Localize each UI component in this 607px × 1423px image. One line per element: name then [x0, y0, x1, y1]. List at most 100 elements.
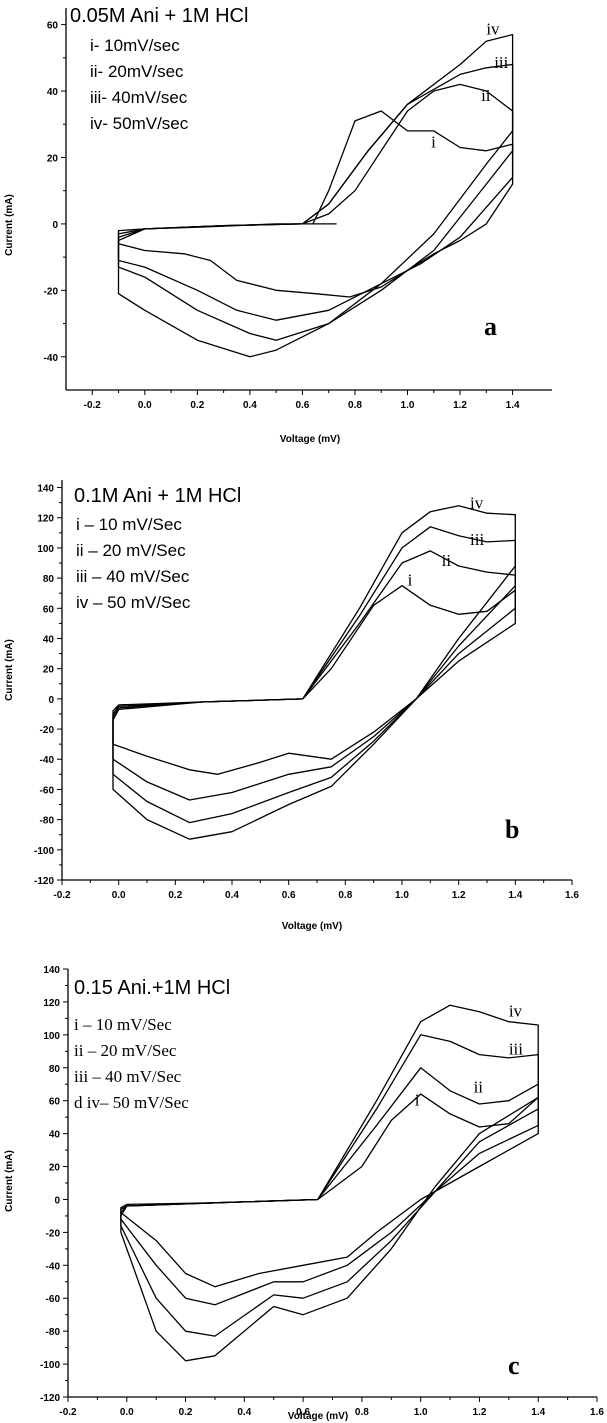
- x-tick-label: 0.6: [295, 400, 309, 411]
- curve-label-iii: iii: [470, 530, 484, 549]
- y-tick-label: -100: [40, 1360, 60, 1371]
- x-axis-title: Voltage (mV): [280, 434, 340, 445]
- curve-label-iii: iii: [494, 53, 508, 72]
- series-ii-curve: [112, 550, 516, 801]
- y-tick-label: 40: [43, 634, 55, 645]
- y-tick-label: -80: [40, 816, 55, 827]
- y-tick-label: 100: [43, 1031, 60, 1042]
- chart-panel-c: 0.15 Ani.+1M HCl i – 10 mV/Sec ii – 20 m…: [0, 943, 607, 1423]
- y-tick-label: 60: [47, 21, 59, 32]
- curve-label-iv: iv: [470, 494, 484, 513]
- x-tick-label: 0.8: [355, 1407, 369, 1418]
- y-tick-label: -80: [46, 1327, 61, 1338]
- y-tick-label: -40: [44, 353, 59, 364]
- x-tick-label: 0.2: [190, 400, 204, 411]
- x-tick-label: -0.2: [59, 1407, 77, 1418]
- curve-label-ii: ii: [481, 86, 491, 105]
- x-tick-label: 0.4: [237, 1407, 251, 1418]
- chart-c-svg: 0.15 Ani.+1M HCl i – 10 mV/Sec ii – 20 m…: [4, 965, 604, 1422]
- x-tick-label: 1.4: [506, 400, 520, 411]
- y-tick-label: -40: [46, 1261, 61, 1272]
- x-axis-title: Voltage (mV): [288, 1411, 348, 1422]
- x-tick-label: 0.8: [338, 890, 352, 901]
- legend-item-iv: iv – 50 mV/Sec: [76, 593, 191, 612]
- y-tick-label: 40: [49, 1130, 61, 1141]
- x-tick-label: -0.2: [53, 890, 71, 901]
- x-tick-label: 0.6: [282, 890, 296, 901]
- legend-item-i: i – 10 mV/Sec: [76, 515, 182, 534]
- legend-item-iii: iii- 40mV/sec: [90, 88, 188, 107]
- y-tick-label: 40: [47, 87, 59, 98]
- legend-title: 0.05M Ani + 1M HCl: [70, 5, 248, 27]
- series-i-curve: [120, 1093, 539, 1288]
- series-i-curve: [117, 110, 514, 298]
- y-tick-label: 100: [37, 544, 54, 555]
- legend-item-i: i – 10 mV/Sec: [74, 1015, 172, 1034]
- y-tick-label: 20: [47, 153, 59, 164]
- legend-item-iv: d iv– 50 mV/Sec: [74, 1093, 189, 1112]
- legend-item-ii: ii- 20mV/sec: [90, 62, 184, 81]
- curve-label-ii: ii: [474, 1077, 484, 1096]
- x-tick-label: 1.2: [453, 400, 467, 411]
- y-tick-label: 60: [43, 604, 55, 615]
- x-axis-title: Voltage (mV): [282, 921, 342, 932]
- y-axis-title: Current (mA): [4, 639, 15, 701]
- x-tick-label: 0.2: [168, 890, 182, 901]
- legend-item-iv: iv- 50mV/sec: [90, 114, 189, 133]
- curve-label-ii: ii: [442, 551, 452, 570]
- x-tick-label: 0.6: [296, 1407, 310, 1418]
- series-iv-curve: [112, 505, 516, 840]
- y-tick-label: -20: [44, 286, 59, 297]
- chart-b-svg: 0.1M Ani + 1M HCl i – 10 mV/Sec ii – 20 …: [4, 480, 579, 932]
- legend-item-iii: iii – 40 mV/Sec: [74, 1067, 182, 1086]
- chart-a-svg: 0.05M Ani + 1M HCl i- 10mV/sec ii- 20mV/…: [4, 5, 552, 445]
- legend-item-ii: ii – 20 mV/Sec: [76, 541, 186, 560]
- x-tick-label: 0.4: [243, 400, 257, 411]
- legend-title: 0.1M Ani + 1M HCl: [74, 485, 241, 507]
- y-tick-label: 20: [49, 1163, 61, 1174]
- x-tick-label: 1.0: [414, 1407, 428, 1418]
- x-tick-label: 0.0: [138, 400, 152, 411]
- x-tick-label: 1.0: [401, 400, 415, 411]
- panel-letter: a: [484, 312, 497, 341]
- legend-title: 0.15 Ani.+1M HCl: [74, 977, 230, 999]
- legend-item-iii: iii – 40 mV/Sec: [76, 567, 190, 586]
- x-tick-label: 0.8: [348, 400, 362, 411]
- y-tick-label: -20: [46, 1228, 61, 1239]
- x-tick-label: 1.4: [508, 890, 522, 901]
- y-axis-title: Current (mA): [4, 194, 15, 256]
- y-tick-label: 80: [43, 574, 55, 585]
- curve-label-iii: iii: [509, 1040, 523, 1059]
- y-tick-label: -120: [40, 1393, 60, 1404]
- y-tick-label: -60: [46, 1294, 61, 1305]
- y-axis-title: Current (mA): [4, 1150, 15, 1212]
- curve-label-i: i: [431, 133, 436, 152]
- x-tick-label: 1.4: [531, 1407, 545, 1418]
- y-tick-label: 140: [43, 965, 60, 976]
- x-tick-label: 0.0: [120, 1407, 134, 1418]
- chart-panel-a: 0.05M Ani + 1M HCl i- 10mV/sec ii- 20mV/…: [0, 0, 607, 462]
- curve-label-i: i: [408, 571, 413, 590]
- y-tick-label: -20: [40, 725, 55, 736]
- chart-panel-b: 0.1M Ani + 1M HCl i – 10 mV/Sec ii – 20 …: [0, 462, 607, 943]
- y-tick-label: 0: [54, 1195, 60, 1206]
- x-tick-label: 0.4: [225, 890, 239, 901]
- panel-letter: c: [508, 1351, 520, 1380]
- x-tick-label: 1.2: [472, 1407, 486, 1418]
- panel-letter: b: [505, 815, 519, 844]
- y-tick-label: 140: [37, 484, 54, 495]
- y-tick-label: 0: [52, 220, 58, 231]
- legend-item-i: i- 10mV/sec: [90, 36, 180, 55]
- x-tick-label: 1.2: [452, 890, 466, 901]
- y-tick-label: 60: [49, 1097, 61, 1108]
- curve-label-iv: iv: [509, 1002, 523, 1021]
- x-tick-label: 1.0: [395, 890, 409, 901]
- series-iv-curve: [117, 33, 514, 358]
- x-tick-label: 0.0: [112, 890, 126, 901]
- y-tick-label: 80: [49, 1064, 61, 1075]
- legend-item-ii: ii – 20 mV/Sec: [74, 1041, 177, 1060]
- curve-label-iv: iv: [486, 20, 500, 39]
- series-iv-curve: [120, 1004, 539, 1362]
- curve-label-i: i: [415, 1091, 420, 1110]
- x-tick-label: 0.2: [179, 1407, 193, 1418]
